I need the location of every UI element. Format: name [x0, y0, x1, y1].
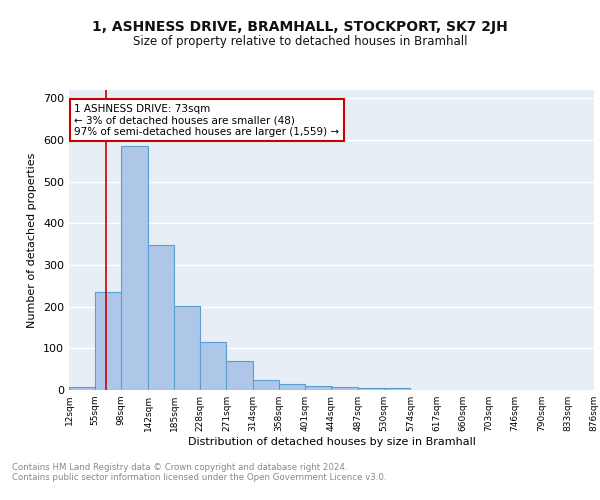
Bar: [226, 361, 253, 390]
Text: Contains HM Land Registry data © Crown copyright and database right 2024.
Contai: Contains HM Land Registry data © Crown c…: [12, 463, 386, 482]
Y-axis label: Number of detached properties: Number of detached properties: [28, 152, 37, 328]
Bar: [121, 146, 148, 390]
Bar: [200, 342, 226, 390]
Bar: [331, 386, 358, 390]
X-axis label: Distribution of detached houses by size in Bramhall: Distribution of detached houses by size …: [188, 437, 475, 447]
Text: 1 ASHNESS DRIVE: 73sqm
← 3% of detached houses are smaller (48)
97% of semi-deta: 1 ASHNESS DRIVE: 73sqm ← 3% of detached …: [74, 104, 340, 136]
Bar: [279, 384, 305, 390]
Bar: [384, 388, 410, 390]
Bar: [358, 388, 384, 390]
Bar: [174, 306, 200, 390]
Text: 1, ASHNESS DRIVE, BRAMHALL, STOCKPORT, SK7 2JH: 1, ASHNESS DRIVE, BRAMHALL, STOCKPORT, S…: [92, 20, 508, 34]
Bar: [69, 386, 95, 390]
Text: Size of property relative to detached houses in Bramhall: Size of property relative to detached ho…: [133, 34, 467, 48]
Bar: [148, 246, 174, 390]
Bar: [253, 380, 279, 390]
Bar: [95, 292, 121, 390]
Bar: [305, 386, 331, 390]
